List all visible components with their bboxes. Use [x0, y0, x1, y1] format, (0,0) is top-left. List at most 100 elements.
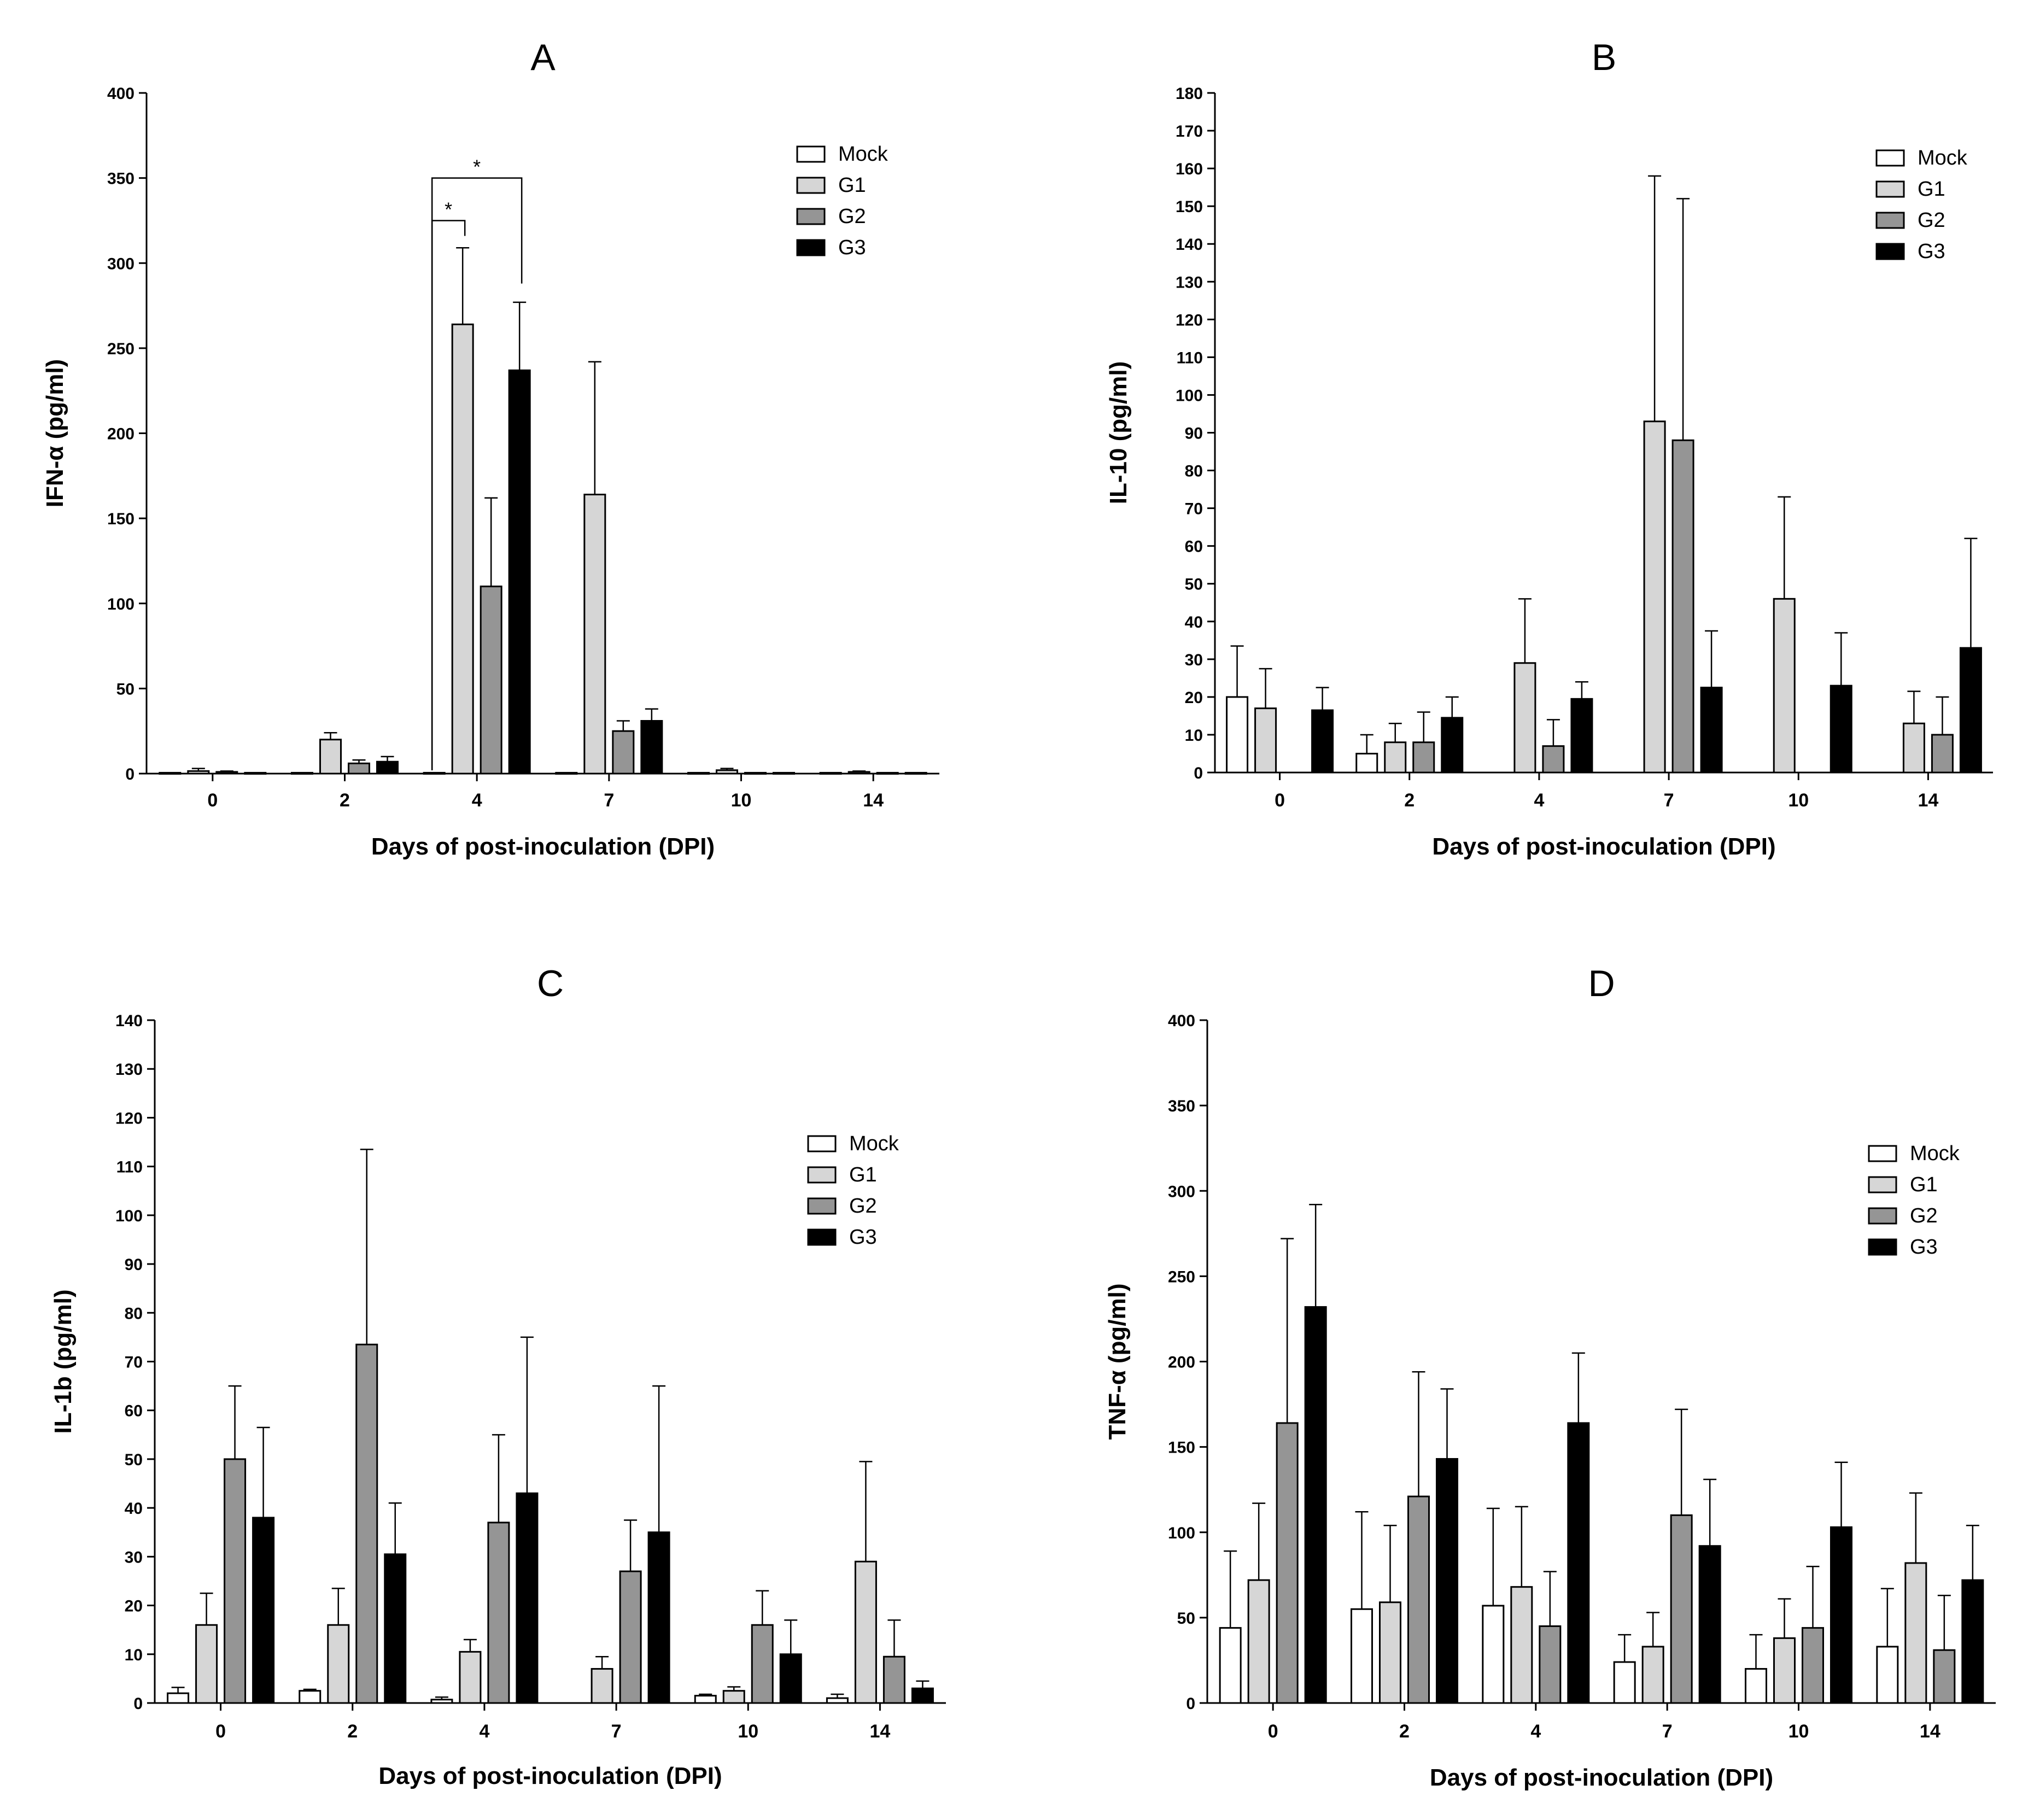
y-tick-label: 130: [1176, 273, 1203, 291]
y-tick-label: 150: [107, 510, 135, 528]
legend-label-G1: G1: [838, 174, 866, 197]
bar-G2-day-2: [1407, 1495, 1430, 1704]
y-axis-title: IL-1b (pg/ml): [50, 1290, 77, 1434]
bar-G1-day-10: [722, 1690, 745, 1704]
legend-label-G1: G1: [1910, 1173, 1938, 1196]
bar-G1-day-2: [327, 1624, 350, 1704]
x-tick-label: 7: [611, 1721, 622, 1742]
y-tick-label: 400: [107, 85, 135, 103]
bar-Mock-day-2: [1355, 752, 1378, 774]
legend-swatch-G2: [796, 208, 826, 225]
y-tick-label: 20: [1185, 689, 1203, 707]
bar-G1-day-7: [1643, 420, 1666, 774]
bar-G1-day-2: [1384, 741, 1407, 774]
bar-G1-day-14: [854, 1560, 877, 1704]
y-tick-label: 60: [1185, 538, 1203, 556]
bar-G1-day-4: [1510, 1586, 1533, 1704]
y-tick-label: 60: [125, 1402, 143, 1420]
bar-G3-day-7: [1698, 1545, 1721, 1704]
bar-G3-day-7: [647, 1531, 670, 1704]
significance-star: *: [445, 198, 452, 220]
bar-G1-day-4: [451, 323, 474, 775]
y-tick-label: 160: [1176, 160, 1203, 178]
significance-bracket: [431, 177, 523, 770]
x-tick-label: 2: [340, 790, 350, 811]
x-tick-label: 0: [1268, 1721, 1278, 1742]
legend-swatch-G2: [1875, 212, 1905, 229]
legend-label-G1: G1: [849, 1163, 877, 1186]
bar-G2-day-0: [224, 1458, 247, 1704]
bar-G2-day-4: [480, 586, 502, 775]
x-axis-title: Days of post-inoculation (DPI): [1432, 833, 1775, 860]
y-tick-label: 70: [125, 1354, 143, 1372]
bar-Mock-day-7: [555, 771, 578, 775]
bar-G3-day-4: [516, 1492, 539, 1704]
bar-G2-day-4: [487, 1521, 510, 1704]
y-tick-label: 20: [125, 1597, 143, 1616]
bar-G1-day-10: [1773, 1637, 1796, 1704]
y-tick-label: 10: [125, 1646, 143, 1664]
y-tick-label: 10: [1185, 727, 1203, 745]
y-axis-title: IL-10 (pg/ml): [1105, 361, 1132, 505]
bar-G3-day-2: [384, 1553, 407, 1704]
bar-Mock-day-2: [299, 1690, 322, 1704]
panel-title: D: [1588, 963, 1615, 1004]
y-tick-label: 400: [1168, 1012, 1195, 1030]
legend-swatch-Mock: [807, 1135, 837, 1152]
y-tick-label: 350: [1168, 1097, 1195, 1115]
y-tick-label: 0: [125, 765, 135, 783]
bar-Mock-day-14: [1876, 1646, 1899, 1704]
y-tick-label: 40: [125, 1500, 143, 1518]
bar-G3-day-10: [1830, 1526, 1852, 1704]
y-tick-label: 0: [1194, 764, 1203, 782]
bar-G2-day-4: [1539, 1625, 1562, 1704]
x-tick-label: 14: [863, 790, 884, 811]
y-axis-title: IFN-α (pg/ml): [42, 359, 68, 507]
legend-swatch-G1: [1868, 1176, 1897, 1193]
bar-Mock-day-10: [1745, 1668, 1767, 1704]
y-tick-label: 350: [107, 170, 135, 188]
chart-panel-C: C 0 10 20 30 40 50 60 70 80 90 100 110 120 130 140 0 2 4 7 1…: [50, 963, 946, 1789]
y-tick-label: 30: [1185, 651, 1203, 669]
legend-label-G2: G2: [1910, 1204, 1938, 1227]
legend-label-G3: G3: [1918, 240, 1945, 263]
bar-G1-day-2: [319, 739, 342, 775]
bar-Mock-day-0: [167, 1692, 190, 1704]
legend-swatch-G1: [796, 177, 826, 194]
legend-label-G3: G3: [849, 1226, 877, 1249]
bar-G2-day-7: [1670, 1514, 1693, 1704]
panel-title: B: [1592, 37, 1616, 78]
x-tick-label: 4: [472, 790, 482, 811]
y-tick-label: 200: [1168, 1354, 1195, 1372]
y-tick-label: 40: [1185, 613, 1203, 631]
x-tick-label: 2: [1404, 790, 1415, 811]
bar-G2-day-14: [876, 771, 899, 775]
y-tick-label: 50: [125, 1451, 143, 1469]
x-tick-label: 2: [1399, 1721, 1410, 1742]
chart-panel-B: B010203040506070809010011012013014015016…: [1105, 37, 1993, 860]
bar-Mock-day-4: [423, 771, 446, 775]
bar-G3-day-14: [911, 1687, 934, 1704]
y-tick-label: 50: [1185, 576, 1203, 594]
significance-star: *: [473, 156, 481, 178]
bar-G3-day-4: [508, 369, 531, 775]
x-tick-label: 10: [1788, 1721, 1809, 1742]
y-tick-label: 80: [125, 1304, 143, 1322]
bar-G3-day-7: [640, 720, 663, 775]
panel-title: C: [537, 963, 564, 1004]
y-tick-label: 0: [133, 1695, 143, 1713]
y-tick-label: 110: [1177, 349, 1203, 367]
legend-swatch-G2: [807, 1197, 837, 1215]
y-tick-label: 150: [1168, 1439, 1195, 1457]
legend-label-G3: G3: [838, 236, 866, 259]
y-tick-label: 200: [107, 425, 135, 443]
bar-Mock-day-10: [694, 1695, 717, 1704]
bar-G1-day-4: [1513, 662, 1536, 774]
legend-label-Mock: Mock: [838, 143, 889, 166]
y-tick-label: 140: [115, 1012, 143, 1030]
y-tick-label: 130: [115, 1061, 143, 1079]
bar-G2-day-10: [751, 1624, 774, 1704]
y-tick-label: 70: [1185, 500, 1203, 518]
x-tick-label: 10: [1788, 790, 1809, 811]
panel-title: A: [530, 37, 556, 78]
